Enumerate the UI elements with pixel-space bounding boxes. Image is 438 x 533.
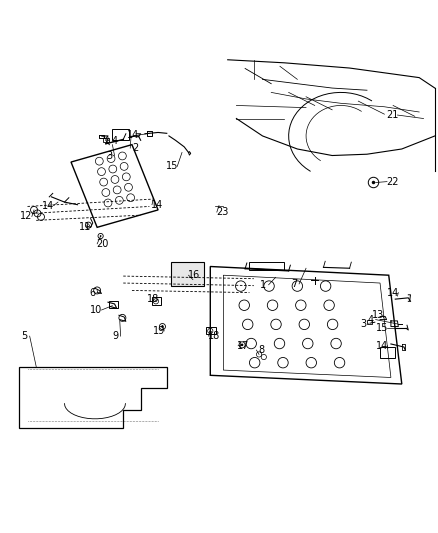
Bar (367, 320, 372, 324)
Text: 20: 20 (96, 239, 109, 249)
Text: 14: 14 (127, 130, 139, 140)
Circle shape (100, 235, 102, 237)
Text: 14: 14 (151, 200, 163, 209)
Bar (152, 297, 161, 305)
Text: 21: 21 (386, 110, 399, 120)
Bar (206, 327, 215, 334)
Text: 1: 1 (260, 280, 266, 290)
Text: 22: 22 (386, 176, 399, 187)
Text: 7: 7 (291, 279, 297, 289)
Text: 4: 4 (367, 314, 374, 325)
Text: 6: 6 (90, 288, 96, 297)
Text: 15: 15 (376, 324, 389, 333)
Text: 14: 14 (376, 341, 389, 351)
FancyBboxPatch shape (171, 262, 204, 286)
Text: 14: 14 (387, 288, 399, 297)
Circle shape (241, 344, 244, 346)
Text: 10: 10 (90, 305, 102, 315)
Text: 23: 23 (216, 207, 228, 217)
Text: 13: 13 (372, 310, 384, 320)
Text: 2: 2 (132, 143, 138, 153)
Text: 18: 18 (208, 331, 220, 341)
Text: 9: 9 (113, 331, 119, 341)
Text: 3: 3 (360, 319, 367, 329)
Circle shape (161, 325, 164, 328)
Text: 19: 19 (153, 326, 165, 336)
Text: 5: 5 (21, 331, 28, 341)
Bar (109, 301, 117, 308)
Text: 17: 17 (237, 341, 250, 351)
Text: 14: 14 (42, 200, 54, 211)
Text: 15: 15 (166, 161, 178, 172)
Bar (380, 347, 395, 358)
Text: 16: 16 (187, 270, 200, 280)
Text: 4: 4 (112, 136, 118, 146)
Bar (250, 262, 284, 270)
Circle shape (372, 181, 375, 184)
Text: 18: 18 (147, 294, 159, 304)
Text: 12: 12 (21, 212, 33, 221)
Text: 11: 11 (79, 222, 92, 232)
Text: 3: 3 (106, 150, 113, 160)
Bar (103, 138, 110, 142)
Text: 8: 8 (258, 345, 265, 355)
